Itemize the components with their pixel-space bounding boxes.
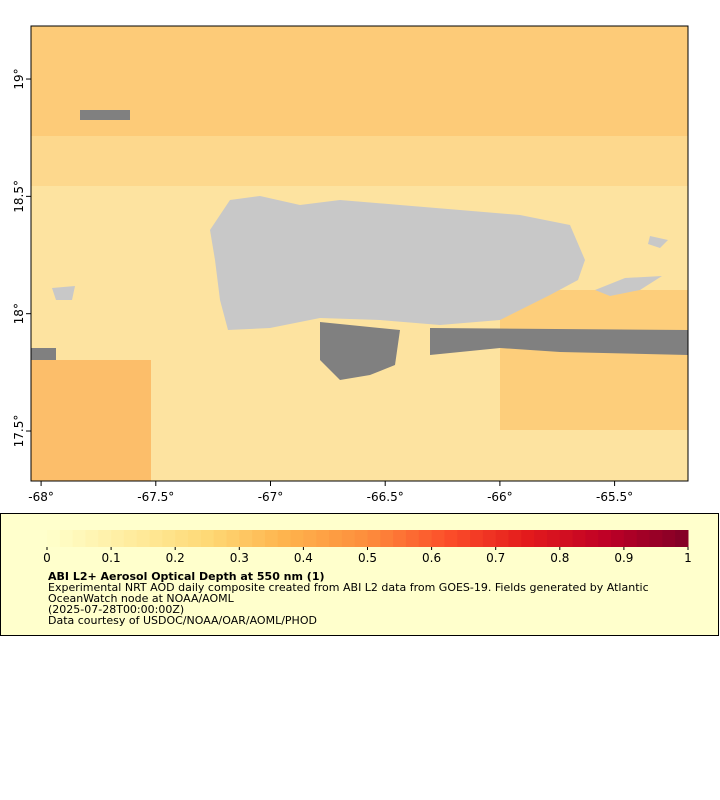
colorbar-cell [585,530,599,547]
colorbar-cell [72,530,86,547]
colorbar-cell [162,530,176,547]
colorbar-cell [611,530,625,547]
aod-north-band [31,136,688,186]
description: Experimental NRT AOD daily composite cre… [48,581,649,594]
colorbar-cell [675,530,689,547]
colorbar-cell [341,530,356,547]
colorbar-cell [393,530,407,547]
colorbar-cell [136,530,151,547]
land-vieques [595,276,662,296]
x-tick-label: -67° [258,490,284,504]
description: Data courtesy of USDOC/NOAA/OAR/AOML/PHO… [48,614,317,627]
title: ABI L2+ Aerosol Optical Depth at 550 nm … [48,570,325,583]
colorbar-cell [546,530,561,547]
colorbar-cell [98,530,112,547]
colorbar-cell [405,530,420,547]
colorbar-cell [559,530,574,547]
colorbar-cell [59,530,74,547]
colorbar-cell [623,530,638,547]
land-puerto-rico [210,196,585,330]
colorbar-cell [290,530,304,547]
colorbar-cell [277,530,292,547]
colorbar-cell [598,530,612,547]
colorbar-tick-label: 0 [43,551,51,565]
cloud-mask [430,328,688,355]
colorbar-cell [188,530,202,547]
colorbar-cell [239,530,253,547]
y-tick-label: 18° [12,303,26,324]
y-tick-label: 17.5° [12,415,26,448]
colorbar-tick-label: 0.4 [294,551,313,565]
y-tick-label: 18.5° [12,180,26,213]
colorbar-cell [303,530,317,547]
colorbar-cell [521,530,535,547]
colorbar-cell [213,530,227,547]
colorbar-cell [329,530,343,547]
colorbar-tick-label: 0.9 [614,551,633,565]
cloud-mask [31,348,56,360]
colorbar-cell [649,530,663,547]
colorbar-cell [444,530,458,547]
colorbar-cell [380,530,394,547]
colorbar-cell [252,530,266,547]
aod-southeast [500,290,688,430]
land-mona [52,286,75,300]
y-tick-label: 19° [12,68,26,89]
colorbar-tick-label: 0.6 [422,551,441,565]
colorbar-cell [123,530,138,547]
colorbar-cell [482,530,497,547]
x-tick-label: -66° [487,490,513,504]
land-culebra [648,236,668,248]
colorbar-tick-label: 0.8 [550,551,569,565]
colorbar-cell [175,530,189,547]
description: (2025-07-28T00:00:00Z) [48,603,184,616]
colorbar-cell [264,530,279,547]
colorbar-tick-label: 0.3 [230,551,249,565]
colorbar-cell [200,530,215,547]
colorbar-cell [226,530,240,547]
x-tick-label: -68° [28,490,54,504]
aod-southwest [31,360,151,481]
colorbar-cell [149,530,163,547]
cloud-mask [80,110,130,120]
colorbar-cell [470,530,484,547]
colorbar-cell [111,530,125,547]
x-tick-label: -67.5° [137,490,174,504]
colorbar-tick-label: 0.5 [358,551,377,565]
colorbar-cell [47,530,61,547]
colorbar-cell [367,530,381,547]
map-field [30,25,689,482]
colorbar-cell [431,530,445,547]
colorbar-cell [636,530,651,547]
colorbar-cell [534,530,548,547]
cloud-mask [320,322,400,380]
colorbar-tick-label: 0.2 [166,551,185,565]
colorbar-tick-label: 0.1 [102,551,121,565]
aod-north-band [31,26,688,136]
colorbar-cell [85,530,99,547]
colorbar-cell [457,530,471,547]
colorbar-cell [418,530,433,547]
map-frame [30,25,689,482]
colorbar-cell [572,530,586,547]
x-tick-label: -66.5° [367,490,404,504]
colorbar-cell [354,530,368,547]
colorbar-cell [662,530,676,547]
x-tick-label: -65.5° [596,490,633,504]
colorbar-tick-label: 1 [684,551,692,565]
description: OceanWatch node at NOAA/AOML [48,592,235,605]
colorbar-tick-label: 0.7 [486,551,505,565]
colorbar-cell [495,530,510,547]
colorbar-cell [508,530,522,547]
colorbar-cell [316,530,330,547]
